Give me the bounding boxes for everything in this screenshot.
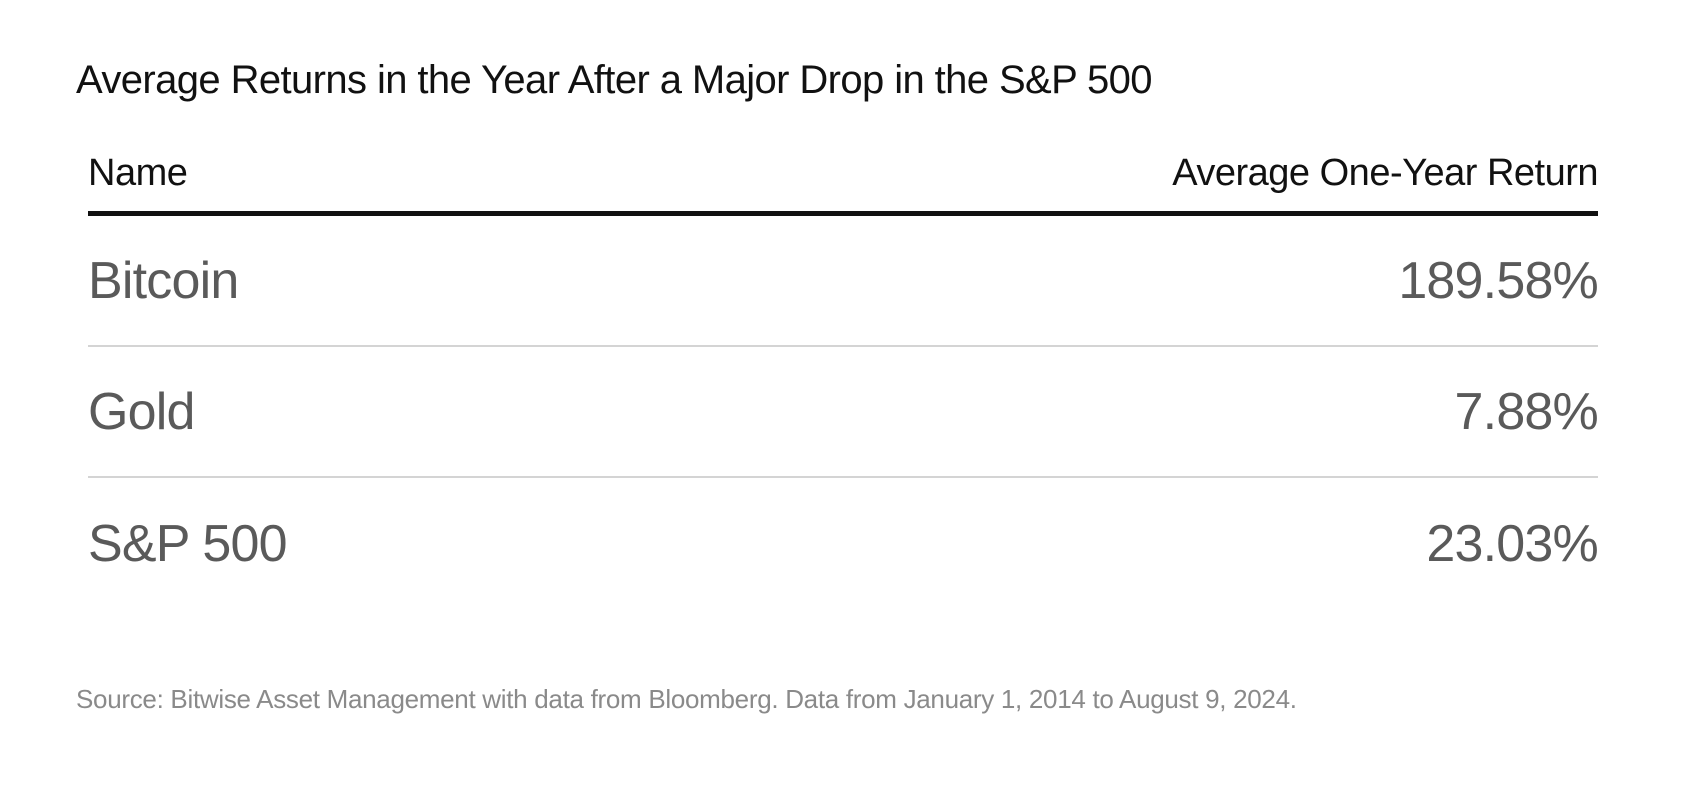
table-row: S&P 500 23.03% <box>88 478 1599 609</box>
row-value-cell: 23.03% <box>1426 514 1598 573</box>
page-title: Average Returns in the Year After a Majo… <box>76 58 1153 102</box>
row-value-cell: 189.58% <box>1398 251 1598 310</box>
table-row: Bitcoin 189.58% <box>88 216 1599 347</box>
row-name-cell: Gold <box>88 382 195 441</box>
column-header-return: Average One-Year Return <box>1172 152 1598 194</box>
column-header-name: Name <box>88 152 188 194</box>
row-value-cell: 7.88% <box>1454 382 1599 441</box>
row-name-cell: S&P 500 <box>88 514 288 573</box>
source-note: Source: Bitwise Asset Management with da… <box>76 684 1297 714</box>
returns-table: Name Average One-Year Return Bitcoin 189… <box>88 150 1599 609</box>
row-name-cell: Bitcoin <box>88 251 239 310</box>
table-row: Gold 7.88% <box>88 347 1599 478</box>
table-header: Name Average One-Year Return <box>88 150 1598 216</box>
